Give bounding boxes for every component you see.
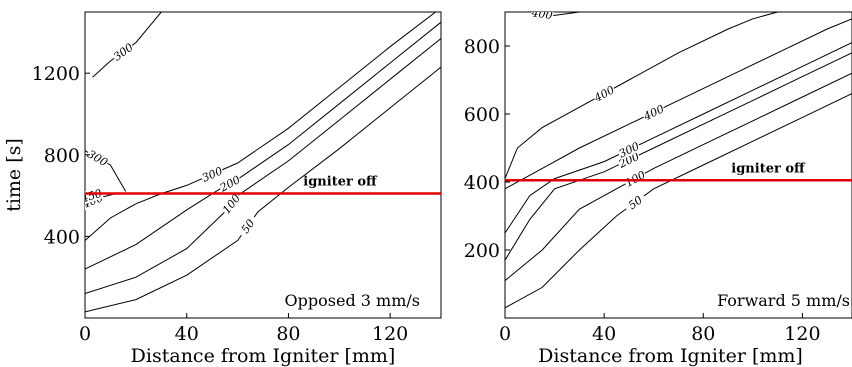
y-tick-label: 800 (464, 36, 500, 58)
contour-label-background (616, 149, 642, 171)
y-tick-label: 400 (44, 226, 80, 248)
plot-frame (84, 11, 442, 319)
contour-line-50 (85, 66, 441, 313)
contour-line-400 (505, 12, 778, 179)
y-tick-label: 600 (464, 104, 500, 126)
contour-label-background (217, 172, 243, 194)
contour-line-300 (85, 12, 437, 241)
contour-level-label: 300 (111, 41, 136, 64)
x-tick-label: 80 (276, 323, 300, 345)
x-axis-title: Distance from Igniter [mm] (131, 345, 396, 367)
contour-line-100 (85, 38, 441, 294)
contour-label-background (85, 186, 104, 205)
contour-line-400 (505, 18, 852, 190)
contour-label-background (641, 102, 667, 123)
contour-line-100 (505, 72, 852, 281)
x-tick-label: 80 (691, 323, 715, 345)
x-tick-label: 0 (499, 323, 511, 345)
contour-label-background (199, 164, 225, 185)
contour-level-label: 300 (85, 148, 110, 170)
y-tick-label: 200 (464, 240, 500, 262)
y-axis-title: time [s] (3, 138, 25, 212)
contour-label-background (85, 147, 111, 169)
x-tick-label: 120 (784, 323, 820, 345)
contour-label-background (616, 139, 642, 160)
x-tick-label: 40 (592, 323, 616, 345)
contour-line-300 (505, 42, 852, 234)
contour-group: 50100200300400450300300 (85, 12, 441, 313)
contour-line-200 (505, 52, 852, 261)
x-tick-label: 0 (79, 323, 91, 345)
contour-level-label: 400 (591, 83, 617, 105)
contour-level-label: 400 (530, 6, 554, 22)
x-axis-title: Distance from Igniter [mm] (538, 345, 803, 367)
contour-label-background (591, 83, 617, 105)
contour-level-label: 100 (623, 168, 648, 190)
plot-frame (504, 11, 852, 319)
contour-label-background (236, 213, 259, 239)
y-tick-label: 1200 (32, 63, 80, 85)
x-tick-label: 120 (372, 323, 408, 345)
igniter-off-label: igniter off (303, 175, 378, 190)
contour-label-background (622, 191, 648, 214)
left-panel: 50100200300400450300300igniter offOppose… (3, 11, 442, 367)
contour-label-background (530, 12, 554, 22)
contour-label-background (622, 168, 648, 190)
x-tick-label: 40 (175, 323, 199, 345)
panel-caption: Opposed 3 mm/s (285, 291, 420, 310)
y-tick-label: 800 (44, 145, 80, 167)
contour-label-background (110, 40, 136, 64)
contour-label-background (219, 191, 243, 217)
igniter-off-label: igniter off (731, 161, 806, 176)
panel-caption: Forward 5 mm/s (717, 291, 850, 310)
y-tick-label: 400 (464, 172, 500, 194)
contour-line-50 (505, 93, 852, 309)
